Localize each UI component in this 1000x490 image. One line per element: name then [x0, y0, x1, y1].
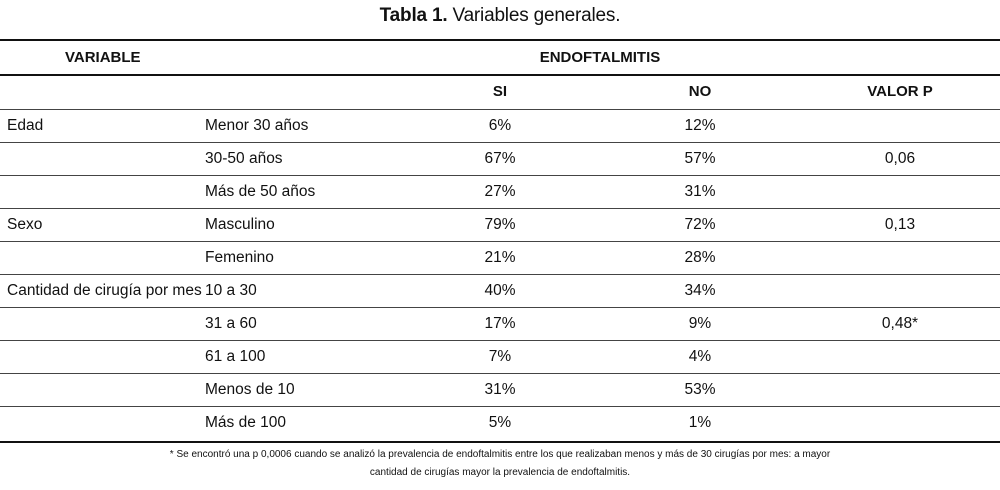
cell-valor-p [860, 406, 940, 439]
cell-valor-p: 0,13 [884, 216, 916, 233]
cell-no: 12% [684, 117, 716, 134]
cell-valor-p: 0,06 [884, 150, 916, 167]
table-row: Menos de 10 31% 53% [0, 373, 1000, 406]
caption-text: Variables generales. [447, 5, 621, 26]
cell-valor-p [860, 241, 940, 274]
table-row: Sexo Masculino 79% 72% 0,13 [0, 208, 1000, 241]
row-divider [0, 109, 1000, 110]
row-divider [0, 175, 1000, 176]
table-row: 61 a 100 7% 4% [0, 340, 1000, 373]
top-rule [0, 39, 1000, 41]
cell-subcategory: 31 a 60 [205, 315, 257, 332]
table-footnote: * Se encontró una p 0,0006 cuando se ana… [0, 446, 1000, 482]
cell-variable: Edad [7, 117, 44, 134]
footnote-line-1: * Se encontró una p 0,0006 cuando se ana… [169, 449, 831, 460]
cell-si: 6% [488, 117, 512, 134]
row-divider [0, 340, 1000, 341]
cell-subcategory: Masculino [205, 216, 275, 233]
cell-si: 67% [484, 150, 516, 167]
header-rule [0, 74, 1000, 76]
cell-subcategory: 30-50 años [205, 150, 283, 167]
table-row: 30-50 años 67% 57% 0,06 [0, 142, 1000, 175]
cell-no: 9% [688, 315, 712, 332]
header-valor-p: VALOR P [867, 83, 933, 100]
cell-valor-p [860, 373, 940, 406]
cell-subcategory: Menos de 10 [205, 381, 295, 398]
header-row-1: VARIABLE ENDOFTALMITIS [0, 41, 1000, 75]
cell-si: 31% [484, 381, 516, 398]
header-endoftalmitis: ENDOFTALMITIS [539, 49, 661, 66]
cell-no: 28% [684, 249, 716, 266]
cell-subcategory: Más de 50 años [205, 183, 316, 200]
cell-valor-p: 0,48* [881, 315, 919, 332]
table-row: Más de 50 años 27% 31% [0, 175, 1000, 208]
cell-valor-p [860, 175, 940, 208]
cell-si: 79% [484, 216, 516, 233]
cell-si: 7% [488, 348, 512, 365]
table-caption: Tabla 1. Variables generales. [0, 5, 1000, 27]
header-row-2: SI NO VALOR P [0, 75, 1000, 109]
table-row: 31 a 60 17% 9% 0,48* [0, 307, 1000, 340]
cell-valor-p [860, 109, 940, 142]
cell-no: 1% [688, 414, 712, 431]
row-divider [0, 274, 1000, 275]
cell-no: 57% [684, 150, 716, 167]
cell-valor-p [860, 274, 940, 307]
row-divider [0, 142, 1000, 143]
cell-valor-p [860, 340, 940, 373]
cell-no: 34% [684, 282, 716, 299]
row-divider [0, 373, 1000, 374]
row-divider [0, 307, 1000, 308]
table-row: Más de 100 5% 1% [0, 406, 1000, 439]
row-divider [0, 241, 1000, 242]
cell-subcategory: 10 a 30 [205, 282, 257, 299]
cell-no: 4% [688, 348, 712, 365]
cell-no: 53% [684, 381, 716, 398]
header-si: SI [492, 83, 508, 100]
header-variable: VARIABLE [65, 49, 141, 66]
footnote-line-2: cantidad de cirugías mayor la prevalenci… [369, 467, 631, 478]
cell-subcategory: Más de 100 [205, 414, 286, 431]
cell-variable: Sexo [7, 216, 43, 233]
row-divider [0, 208, 1000, 209]
cell-si: 5% [488, 414, 512, 431]
table-row: Cantidad de cirugía por mes 10 a 30 40% 34% [0, 274, 1000, 307]
cell-no: 72% [684, 216, 716, 233]
cell-variable: Cantidad de cirugía por mes [7, 282, 202, 299]
cell-subcategory: 61 a 100 [205, 348, 266, 365]
table-row: Edad Menor 30 años 6% 12% [0, 109, 1000, 142]
caption-label: Tabla 1. [379, 5, 448, 26]
cell-subcategory: Menor 30 años [205, 117, 309, 134]
bottom-rule [0, 441, 1000, 443]
cell-si: 21% [484, 249, 516, 266]
cell-si: 17% [484, 315, 516, 332]
cell-subcategory: Femenino [205, 249, 274, 266]
row-divider [0, 406, 1000, 407]
cell-no: 31% [684, 183, 716, 200]
cell-si: 27% [484, 183, 516, 200]
table-row: Femenino 21% 28% [0, 241, 1000, 274]
header-no: NO [688, 83, 712, 100]
cell-si: 40% [484, 282, 516, 299]
